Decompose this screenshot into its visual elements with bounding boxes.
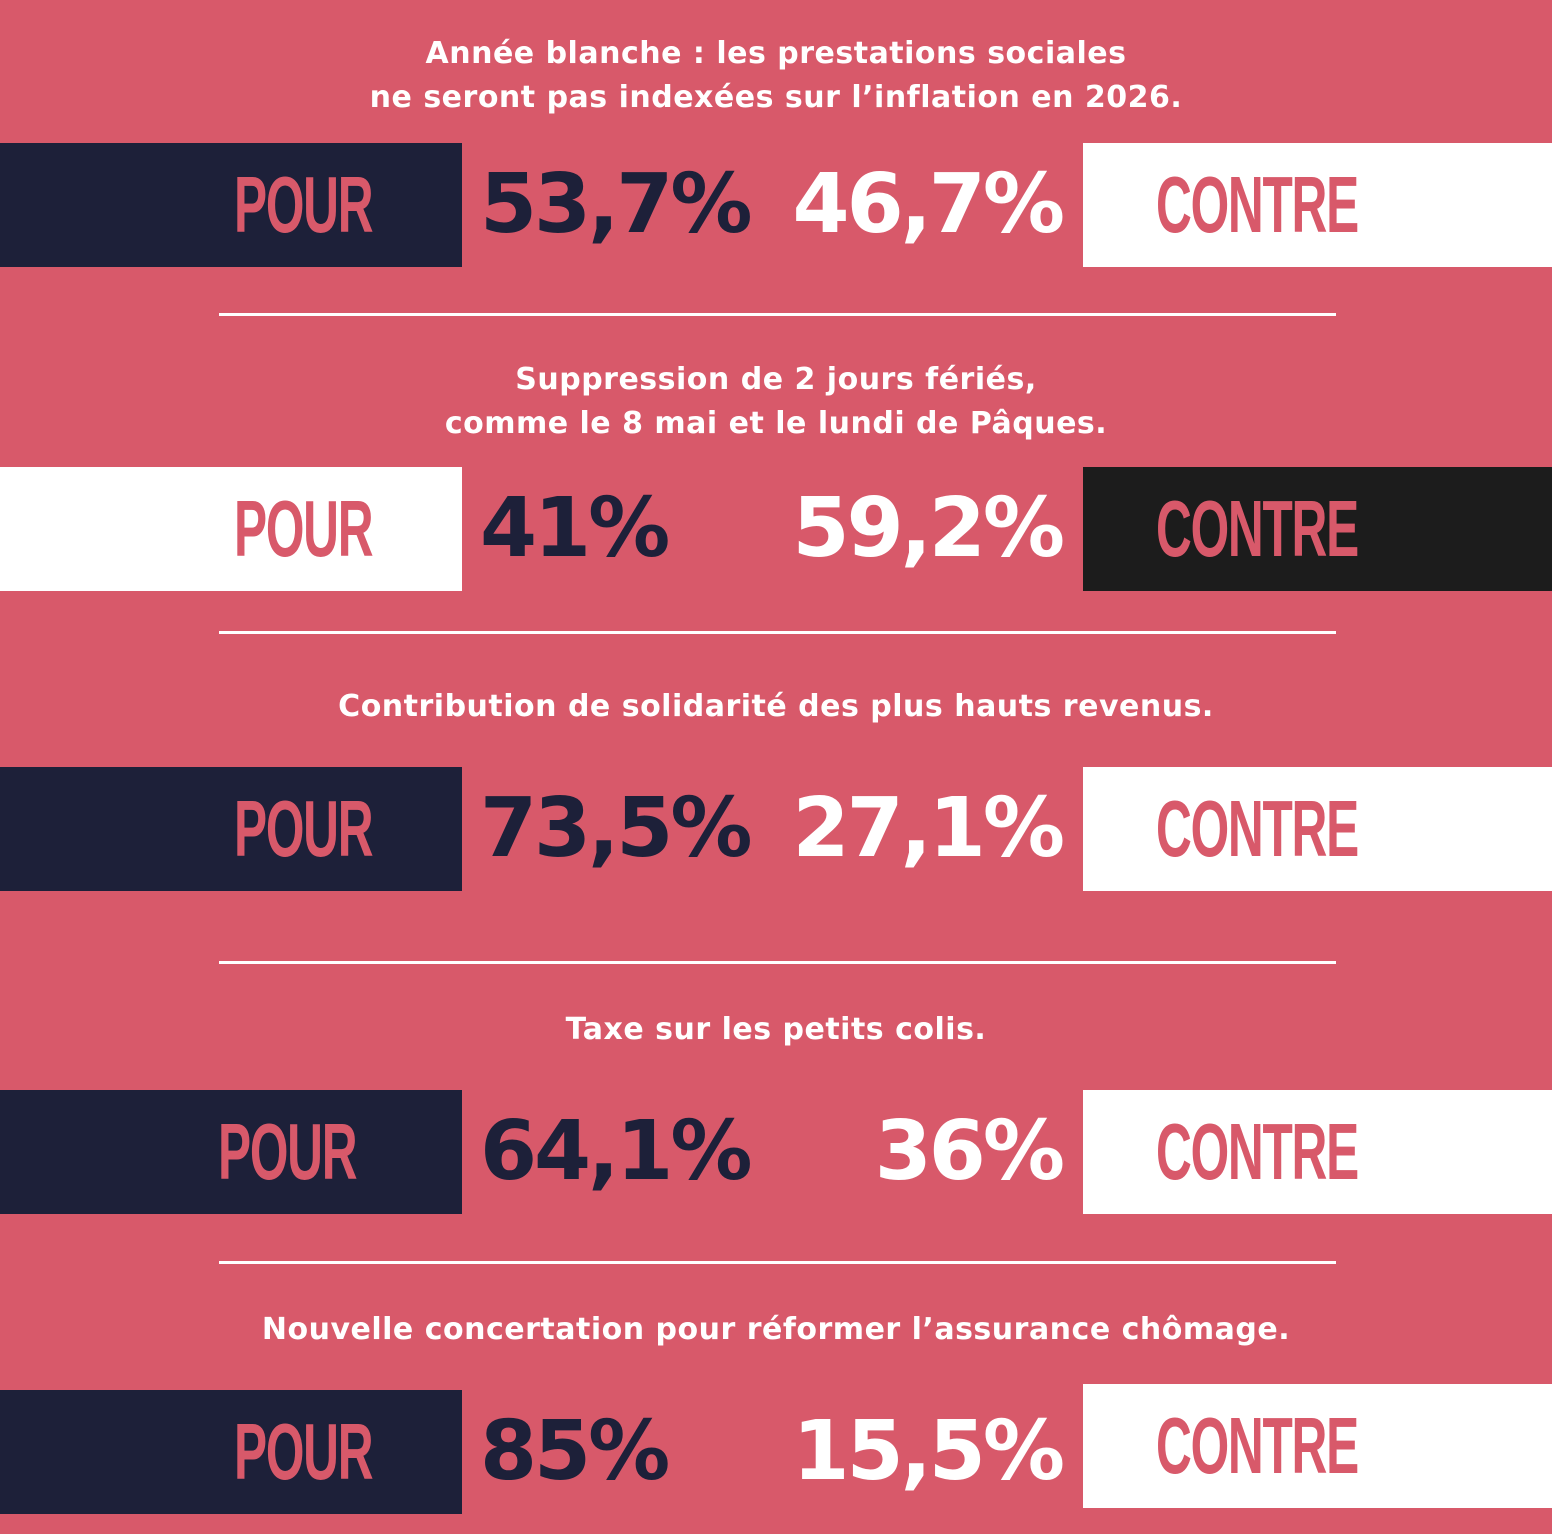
pour-box-2: POUR	[0, 467, 462, 591]
contre-value-3: 27,1%	[792, 781, 1065, 876]
contre-box-3: CONTRE	[1083, 767, 1552, 891]
contre-value-2: 59,2%	[792, 481, 1065, 576]
question-3-line-1: Contribution de solidarité des plus haut…	[338, 689, 1214, 724]
contre-box-2: CONTRE	[1083, 467, 1552, 591]
divider-3	[219, 961, 1336, 964]
pour-value-4: 64,1%	[480, 1104, 752, 1199]
question-5-line-1: Nouvelle concertation pour réformer l’as…	[261, 1312, 1291, 1347]
contre-value-4: 36%	[874, 1104, 1065, 1199]
pour-value-5: 85%	[480, 1404, 670, 1499]
pour-box-4: POUR	[0, 1090, 462, 1214]
pour-label-2: POUR	[234, 484, 374, 573]
pour-value-2: 41%	[480, 481, 670, 576]
question-2-line-2: comme le 8 mai et le lundi de Pâques.	[444, 406, 1108, 441]
question-5: Nouvelle concertation pour réformer l’as…	[0, 1308, 1552, 1352]
contre-box-5: CONTRE	[1083, 1384, 1552, 1508]
question-4-line-1: Taxe sur les petits colis.	[565, 1012, 987, 1047]
contre-value-1: 46,7%	[792, 157, 1065, 252]
question-3: Contribution de solidarité des plus haut…	[0, 685, 1552, 729]
contre-label-5: CONTRE	[1156, 1401, 1359, 1490]
question-2-line-1: Suppression de 2 jours fériés,	[515, 362, 1037, 397]
question-1-line-2: ne seront pas indexées sur l’inflation e…	[369, 80, 1183, 115]
contre-box-1: CONTRE	[1083, 143, 1552, 267]
divider-1	[219, 313, 1336, 316]
pour-value-1: 53,7%	[480, 157, 752, 252]
pour-label-4: POUR	[218, 1107, 358, 1196]
contre-box-4: CONTRE	[1083, 1090, 1552, 1214]
divider-4	[219, 1261, 1336, 1264]
pour-label-3: POUR	[234, 784, 374, 873]
contre-label-4: CONTRE	[1156, 1107, 1359, 1196]
pour-box-5: POUR	[0, 1390, 462, 1514]
question-4: Taxe sur les petits colis.	[0, 1008, 1552, 1052]
pour-box-3: POUR	[0, 767, 462, 891]
question-1-line-1: Année blanche : les prestations sociales	[425, 36, 1127, 71]
contre-value-5: 15,5%	[792, 1404, 1065, 1499]
pour-label-5: POUR	[234, 1407, 374, 1496]
contre-label-2: CONTRE	[1156, 484, 1359, 573]
contre-label-1: CONTRE	[1156, 160, 1359, 249]
pour-value-3: 73,5%	[480, 781, 752, 876]
pour-label-1: POUR	[234, 160, 374, 249]
question-2: Suppression de 2 jours fériés, comme le …	[0, 358, 1552, 446]
pour-box-1: POUR	[0, 143, 462, 267]
divider-2	[219, 631, 1336, 634]
contre-label-3: CONTRE	[1156, 784, 1359, 873]
question-1: Année blanche : les prestations sociales…	[0, 32, 1552, 120]
